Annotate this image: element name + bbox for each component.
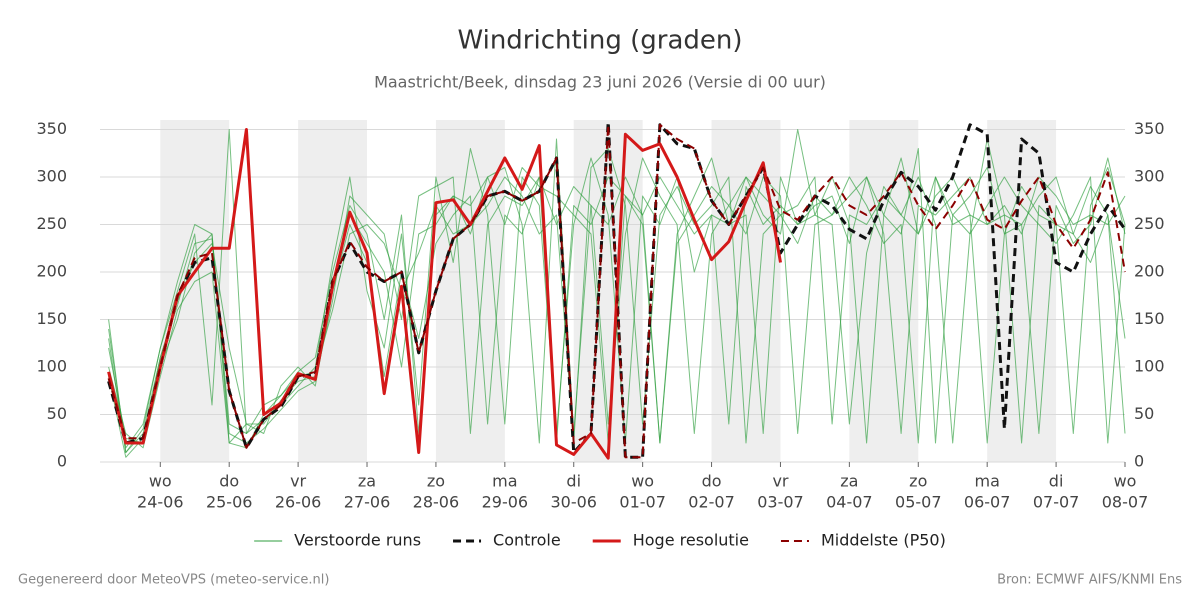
x-tick-label: 06-07	[964, 493, 1011, 512]
y2-tick-label: 150	[1134, 309, 1165, 328]
x-tick-label: 01-07	[619, 493, 666, 512]
x-tick-label: 25-06	[206, 493, 253, 512]
y2-tick-label: 200	[1134, 262, 1165, 281]
x-tick-day: za	[840, 472, 858, 491]
x-tick-label: 27-06	[344, 493, 391, 512]
x-tick-day: di	[566, 472, 581, 491]
x-tick-day: wo	[149, 472, 172, 491]
x-tick-day: di	[1049, 472, 1064, 491]
y-tick-label: 150	[36, 309, 67, 328]
credit: Gegenereerd door MeteoVPS (meteo-service…	[18, 573, 329, 588]
x-tick-day: ma	[492, 472, 517, 491]
y-tick-label: 50	[47, 404, 67, 423]
y-tick-label: 0	[57, 452, 67, 471]
chart-title: Windrichting (graden)	[457, 26, 742, 56]
x-tick-label: 05-07	[895, 493, 942, 512]
day-shade	[711, 120, 781, 462]
x-tick-label: 03-07	[757, 493, 804, 512]
day-shade	[849, 120, 919, 462]
y2-tick-label: 250	[1134, 214, 1165, 233]
y-tick-label: 200	[36, 262, 67, 281]
x-tick-day: wo	[1114, 472, 1137, 491]
x-tick-label: 24-06	[137, 493, 184, 512]
x-tick-day: vr	[772, 472, 788, 491]
legend-label: Hoge resolutie	[633, 531, 749, 550]
x-tick-day: do	[702, 472, 722, 491]
x-tick-label: 04-07	[826, 493, 873, 512]
x-tick-label: 02-07	[688, 493, 735, 512]
y2-tick-label: 50	[1134, 404, 1154, 423]
legend: Verstoorde runs Controle Hoge resolutie Mid…	[254, 531, 946, 550]
y2-tick-label: 300	[1134, 167, 1165, 186]
ensemble-line	[108, 138, 1126, 453]
x-tick-label: 08-07	[1102, 493, 1149, 512]
ensemble-line	[108, 148, 1126, 458]
x-tick-label: 07-07	[1033, 493, 1080, 512]
source: Bron: ECMWF AIFS/KNMI Ens	[997, 573, 1182, 588]
x-tick-day: zo	[909, 472, 927, 491]
x-tick-day: wo	[631, 472, 654, 491]
ensemble-line	[108, 176, 1126, 453]
legend-label: Verstoorde runs	[294, 531, 421, 550]
x-tick-label: 28-06	[413, 493, 460, 512]
x-tick-day: ma	[974, 472, 999, 491]
x-tick-day: zo	[427, 472, 445, 491]
chart-subtitle: Maastricht/Beek, dinsdag 23 juni 2026 (V…	[374, 73, 826, 92]
series-line	[107, 123, 1126, 459]
x-tick-label: 30-06	[550, 493, 597, 512]
y-tick-label: 250	[36, 214, 67, 233]
y2-tick-label: 350	[1134, 119, 1165, 138]
x-tick-day: za	[358, 472, 376, 491]
y-tick-label: 300	[36, 167, 67, 186]
y-tick-label: 100	[36, 357, 67, 376]
legend-label: Middelste (P50)	[821, 531, 946, 550]
y-tick-label: 350	[36, 119, 67, 138]
x-tick-day: do	[219, 472, 239, 491]
series-line	[107, 128, 782, 460]
day-shade	[435, 120, 505, 462]
y2-tick-label: 100	[1134, 357, 1165, 376]
x-tick-day: vr	[290, 472, 306, 491]
x-tick-label: 26-06	[275, 493, 322, 512]
legend-label: Controle	[493, 531, 561, 550]
y2-tick-label: 0	[1134, 452, 1144, 471]
x-tick-label: 29-06	[482, 493, 529, 512]
